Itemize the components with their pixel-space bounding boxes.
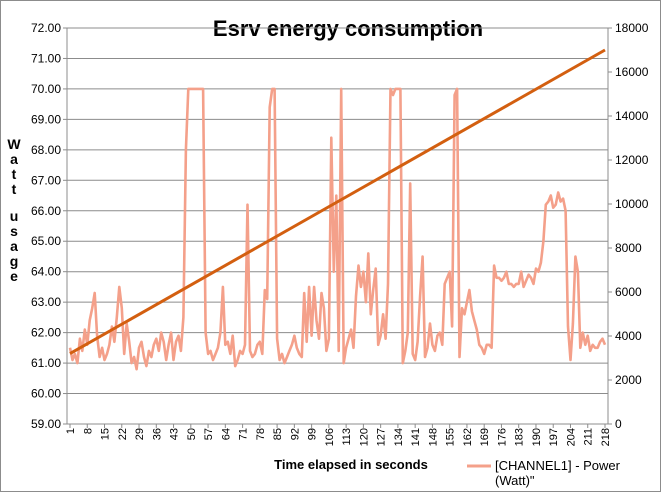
left-y-tick-label: 63.00 bbox=[31, 295, 61, 309]
left-y-tick-label: 64.00 bbox=[31, 265, 61, 279]
x-tick-label: 57 bbox=[203, 428, 215, 440]
y-axis-label-letter: W bbox=[7, 136, 21, 152]
grid bbox=[67, 27, 608, 425]
x-tick-labels: 1 8 15 22 29 36 43 50 57 64 71 78 85 92 99 106 113 120 127… bbox=[65, 428, 612, 446]
x-tick-label: 8 bbox=[82, 428, 94, 434]
left-y-tick-label: 62.00 bbox=[31, 326, 61, 340]
x-tick-label: 190 bbox=[531, 428, 543, 446]
x-tick-label: 106 bbox=[324, 428, 336, 446]
left-y-tick-labels: 59.00 60.00 61.00 62.00 63.00 64.00 65.00 66.00… bbox=[31, 21, 61, 431]
x-tick-label: 15 bbox=[100, 428, 112, 440]
y-axis-label-letter: e bbox=[10, 268, 18, 284]
x-tick-label: 22 bbox=[117, 428, 129, 440]
series-line-1 bbox=[68, 87, 607, 371]
left-y-tick-label: 70.00 bbox=[31, 82, 61, 96]
x-tick-label: 43 bbox=[169, 428, 181, 440]
x-tick-label: 176 bbox=[496, 428, 508, 446]
right-y-tick-label: 6000 bbox=[615, 285, 642, 299]
left-y-tick-label: 61.00 bbox=[31, 356, 61, 370]
legend-entry-line1: [CHANNEL1] - Power bbox=[495, 458, 621, 473]
right-y-tick-label: 14000 bbox=[615, 109, 649, 123]
legend-entry-line2: (Watt)" bbox=[495, 473, 535, 488]
right-y-tick-label: 18000 bbox=[615, 21, 649, 35]
right-y-tick-label: 10000 bbox=[615, 197, 649, 211]
left-y-tick-label: 59.00 bbox=[31, 417, 61, 431]
x-tick-label: 64 bbox=[220, 428, 232, 440]
y-axis-label-letter: a bbox=[10, 151, 18, 167]
right-y-tick-label: 4000 bbox=[615, 329, 642, 343]
x-tick-label: 99 bbox=[307, 428, 319, 440]
x-tick-label: 85 bbox=[272, 428, 284, 440]
right-y-tick-label: 12000 bbox=[615, 153, 649, 167]
x-tick-label: 92 bbox=[289, 428, 301, 440]
y-axis-label-letter: t bbox=[12, 181, 17, 197]
right-y-tick-label: 16000 bbox=[615, 65, 649, 79]
x-tick-label: 120 bbox=[358, 428, 370, 446]
right-y-tick-label: 8000 bbox=[615, 241, 642, 255]
x-tick-label: 155 bbox=[445, 428, 457, 446]
x-tick-label: 78 bbox=[255, 428, 267, 440]
x-tick-label: 29 bbox=[134, 428, 146, 440]
x-tick-label: 197 bbox=[548, 428, 560, 446]
x-tick-label: 218 bbox=[600, 428, 612, 446]
x-tick-label: 183 bbox=[514, 428, 526, 446]
legend[interactable]: [CHANNEL1] - Power (Watt)" bbox=[467, 458, 621, 488]
series-layer bbox=[68, 48, 607, 371]
right-y-tick-label: 2000 bbox=[615, 373, 642, 387]
x-tick-label: 113 bbox=[341, 428, 353, 446]
left-y-tick-label: 67.00 bbox=[31, 173, 61, 187]
left-y-tick-label: 60.00 bbox=[31, 387, 61, 401]
y-axis-label-letter: t bbox=[12, 166, 17, 182]
left-y-tick-label: 66.00 bbox=[31, 204, 61, 218]
x-tick-label: 211 bbox=[583, 428, 595, 446]
x-tick-label: 36 bbox=[151, 428, 163, 440]
right-y-tick-labels: 0 2000 4000 6000 8000 10000 12000 14000 16000 180… bbox=[615, 21, 649, 431]
series-line-2 bbox=[69, 48, 606, 355]
right-y-tick-label: 0 bbox=[615, 417, 622, 431]
y-axis-label-letter: s bbox=[10, 223, 18, 239]
x-tick-label: 141 bbox=[410, 428, 422, 446]
x-tick-label: 204 bbox=[565, 428, 577, 446]
y-axis-label-letter: g bbox=[10, 253, 19, 269]
x-tick-label: 169 bbox=[479, 428, 491, 446]
x-tick-label: 162 bbox=[462, 428, 474, 446]
x-tick-label: 71 bbox=[238, 428, 250, 440]
x-tick-label: 134 bbox=[393, 428, 405, 446]
left-y-tick-label: 69.00 bbox=[31, 112, 61, 126]
left-y-tick-label: 68.00 bbox=[31, 143, 61, 157]
y-axis-label-letter: u bbox=[10, 208, 19, 224]
x-tick-label: 1 bbox=[65, 428, 77, 434]
x-axis-label: Time elapsed in seconds bbox=[274, 457, 428, 472]
left-y-tick-label: 72.00 bbox=[31, 21, 61, 35]
x-tick-label: 127 bbox=[376, 428, 388, 446]
axes bbox=[63, 27, 612, 428]
left-y-tick-label: 71.00 bbox=[31, 51, 61, 65]
x-tick-label: 50 bbox=[186, 428, 198, 440]
y-axis-label-letter: a bbox=[10, 238, 18, 254]
x-tick-label: 148 bbox=[427, 428, 439, 446]
left-y-tick-label: 65.00 bbox=[31, 234, 61, 248]
